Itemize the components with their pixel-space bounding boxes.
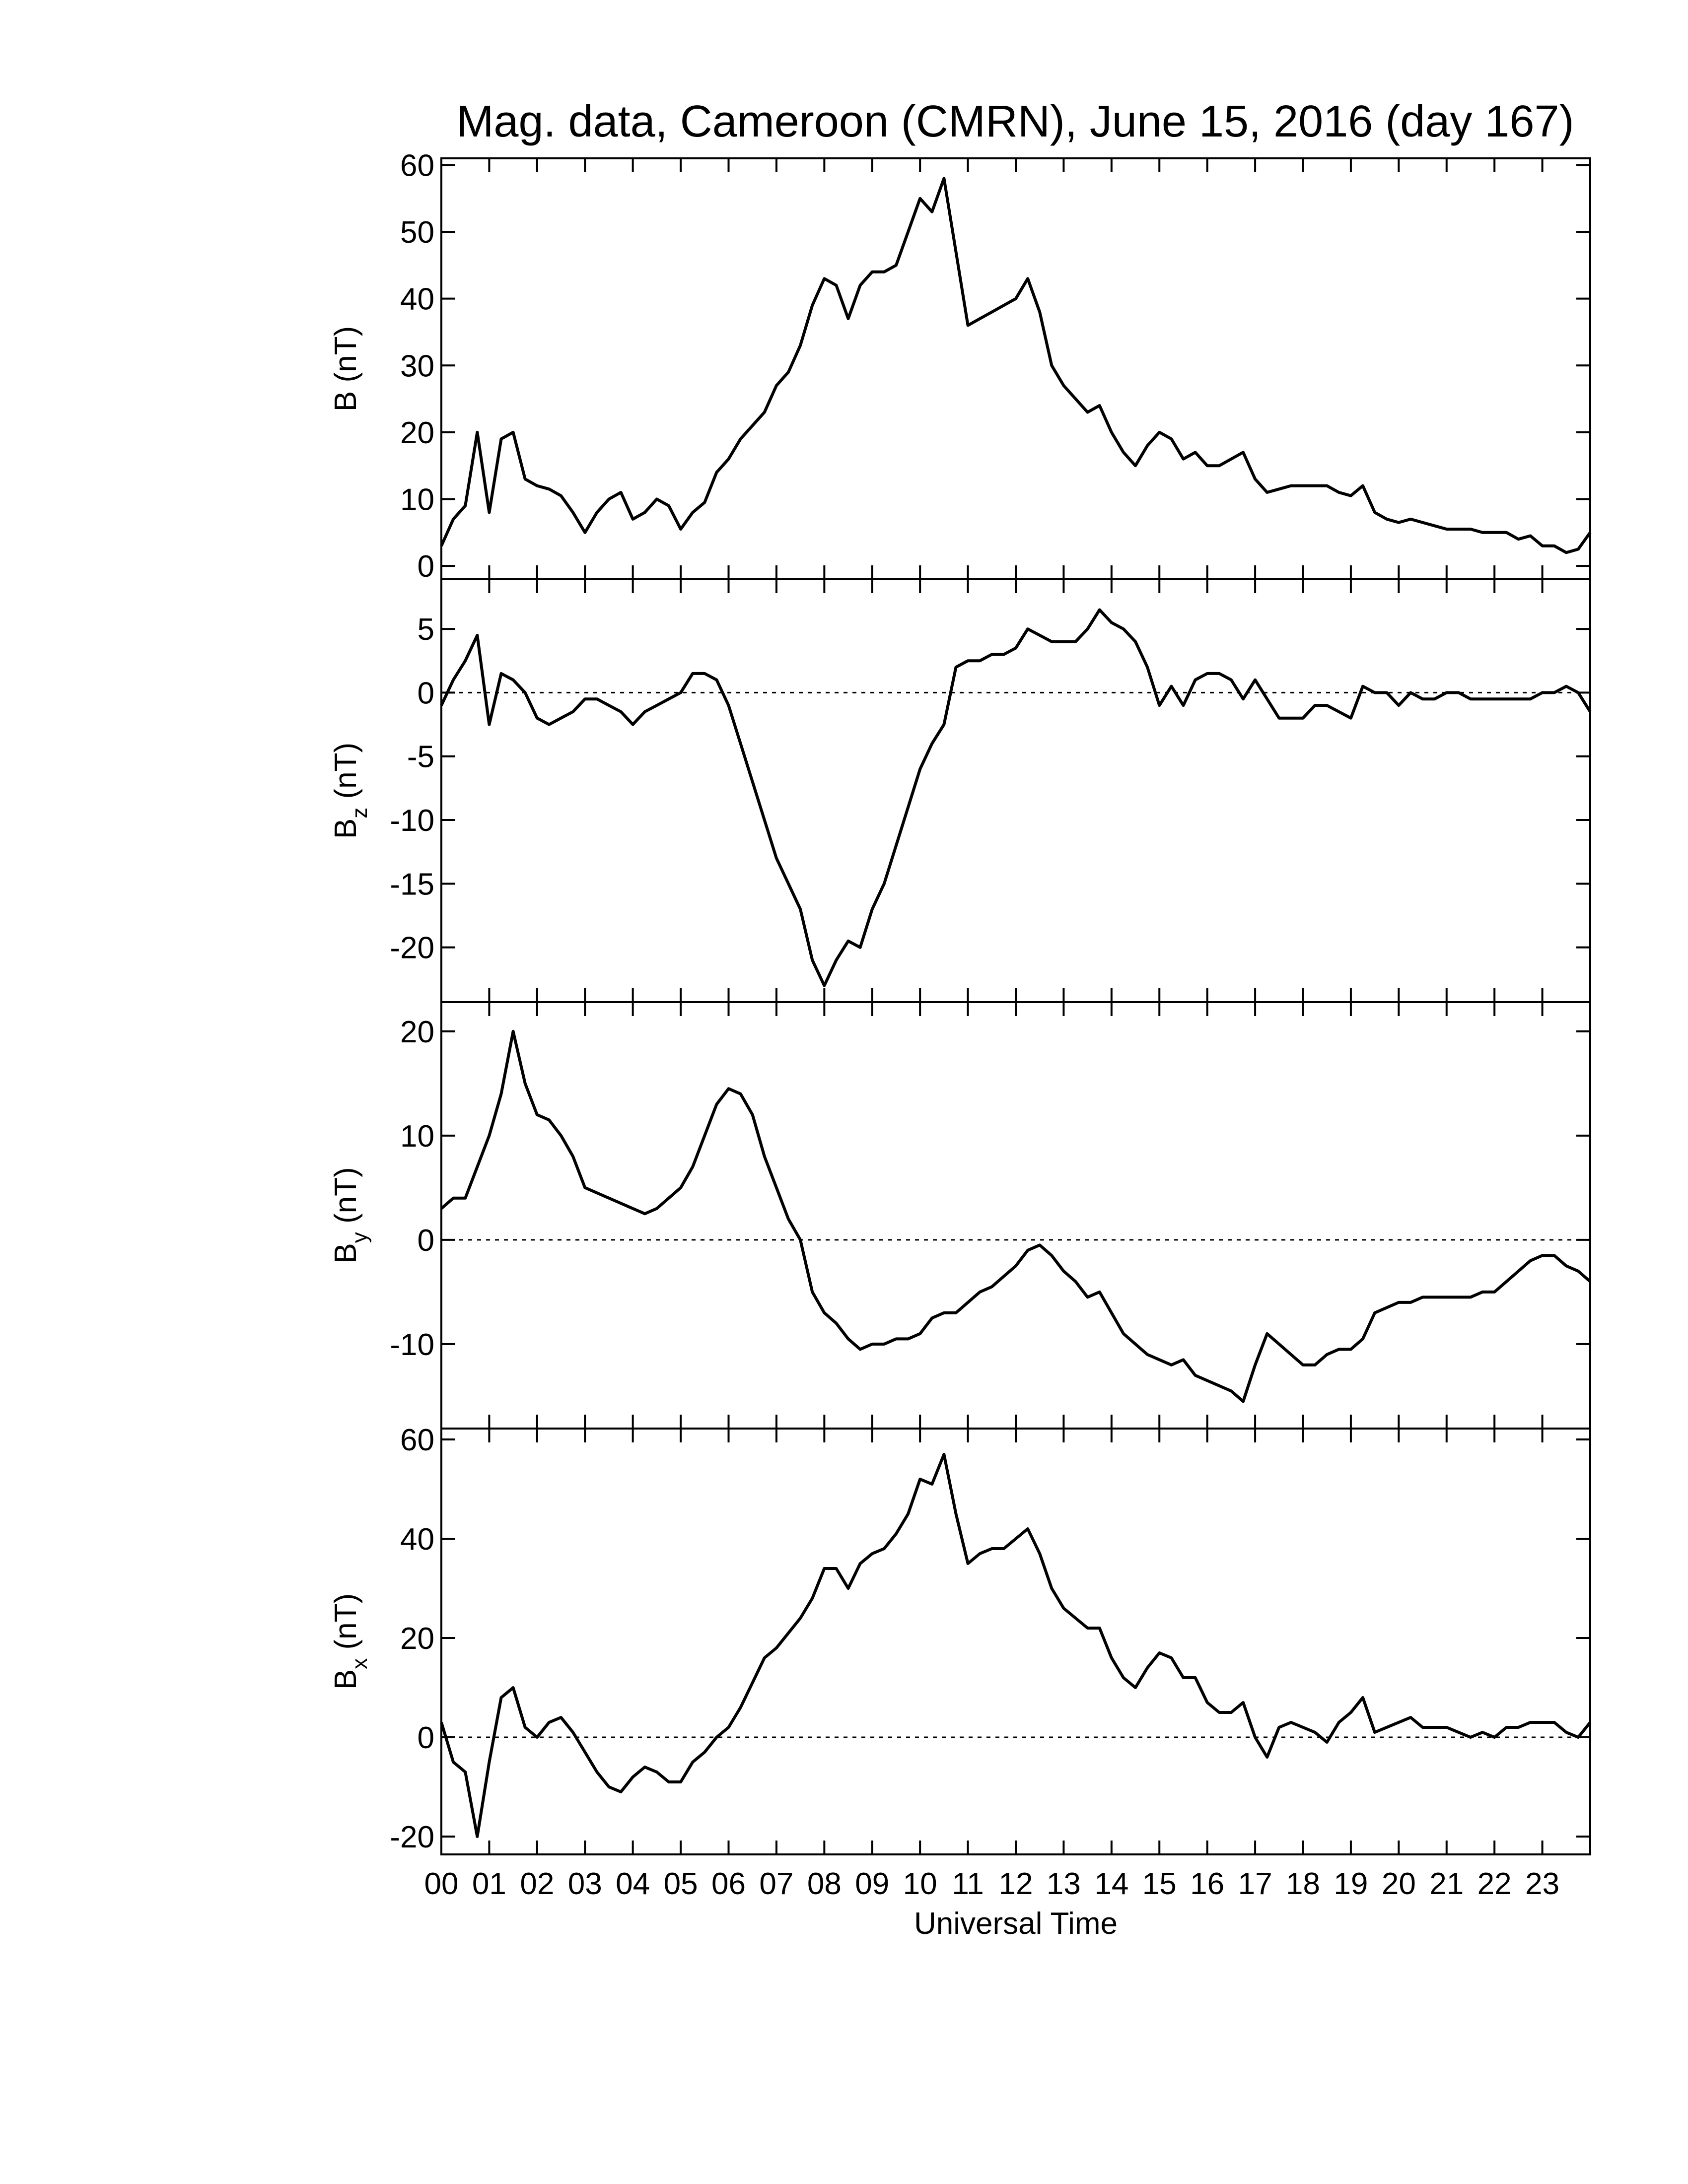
y-axis-label: B (nT)	[329, 326, 363, 411]
x-tick-label: 03	[568, 1867, 602, 1901]
x-tick-label: 10	[903, 1867, 937, 1901]
plot-frame	[440, 1428, 1591, 1855]
y-tick-label: 0	[418, 549, 434, 584]
y-tick-label: 0	[418, 1224, 434, 1258]
data-line	[440, 177, 1592, 554]
x-tick-label: 06	[711, 1867, 746, 1901]
data-line	[440, 1029, 1591, 1403]
y-axis-label-main: B	[329, 1243, 363, 1263]
x-tick-label: 14	[1094, 1867, 1128, 1901]
data-line	[440, 1453, 1592, 1838]
y-tick-label: -10	[390, 804, 434, 838]
y-tick-label: 0	[418, 1721, 434, 1755]
plot-frame	[440, 1001, 1591, 1430]
y-axis-label-unit: (nT)	[329, 1593, 363, 1658]
x-tick-label: 16	[1190, 1867, 1224, 1901]
x-tick-label: 18	[1286, 1867, 1320, 1901]
chart-title: Mag. data, Cameroon (CMRN), June 15, 201…	[456, 97, 1574, 146]
plot-frame	[440, 578, 1591, 1003]
x-tick-label: 21	[1429, 1867, 1464, 1901]
x-tick-label: 12	[999, 1867, 1033, 1901]
y-axis-label-main: B (nT)	[329, 326, 363, 411]
x-tick-label: 11	[952, 1867, 984, 1901]
x-tick-label: 15	[1142, 1867, 1177, 1901]
y-axis-label: Bz (nT)	[329, 743, 372, 839]
y-tick-label: 50	[400, 215, 434, 250]
x-tick-label: 19	[1334, 1867, 1368, 1901]
y-axis-label: By (nT)	[329, 1167, 372, 1263]
x-tick-label: 08	[807, 1867, 842, 1901]
data-line	[440, 608, 1592, 987]
y-tick-label: 20	[400, 1622, 434, 1656]
y-tick-label: -20	[390, 931, 434, 965]
plot-frame	[440, 157, 1591, 580]
x-tick-label: 07	[759, 1867, 793, 1901]
y-axis-label-main: B	[329, 819, 363, 839]
x-tick-label: 05	[664, 1867, 698, 1901]
y-axis-label-sub: y	[348, 1232, 372, 1243]
y-tick-label: 40	[400, 282, 434, 317]
y-tick-label: 20	[400, 416, 434, 450]
y-axis-label: Bx (nT)	[329, 1593, 372, 1690]
y-axis-label-sub: x	[348, 1658, 372, 1669]
x-tick-label: 13	[1047, 1867, 1081, 1901]
y-tick-label: 10	[400, 1119, 434, 1154]
y-axis-label-sub: z	[348, 808, 372, 819]
y-tick-label: 0	[418, 676, 434, 710]
y-tick-label: 10	[400, 482, 434, 517]
x-axis-label: Universal Time	[914, 1907, 1118, 1941]
x-tick-label: 04	[616, 1867, 650, 1901]
x-tick-label: 00	[424, 1867, 459, 1901]
y-tick-label: 30	[400, 349, 434, 383]
x-tick-label: 09	[855, 1867, 889, 1901]
x-tick-label: 01	[472, 1867, 506, 1901]
y-axis-label-unit: (nT)	[329, 1167, 363, 1232]
y-tick-label: 40	[400, 1522, 434, 1557]
y-tick-label: -20	[390, 1820, 434, 1854]
y-tick-label: -10	[390, 1328, 434, 1362]
y-axis-label-main: B	[329, 1669, 363, 1690]
y-tick-label: 60	[400, 1423, 434, 1457]
y-tick-label: 20	[400, 1015, 434, 1049]
y-tick-label: 60	[400, 148, 434, 183]
x-tick-label: 23	[1525, 1867, 1559, 1901]
x-tick-label: 20	[1382, 1867, 1416, 1901]
y-tick-label: 5	[418, 613, 434, 647]
y-tick-label: -15	[390, 867, 434, 901]
y-tick-label: -5	[407, 740, 434, 774]
x-tick-label: 22	[1477, 1867, 1512, 1901]
x-tick-label: 17	[1238, 1867, 1272, 1901]
x-tick-label: 02	[520, 1867, 554, 1901]
y-axis-label-unit: (nT)	[329, 743, 363, 808]
